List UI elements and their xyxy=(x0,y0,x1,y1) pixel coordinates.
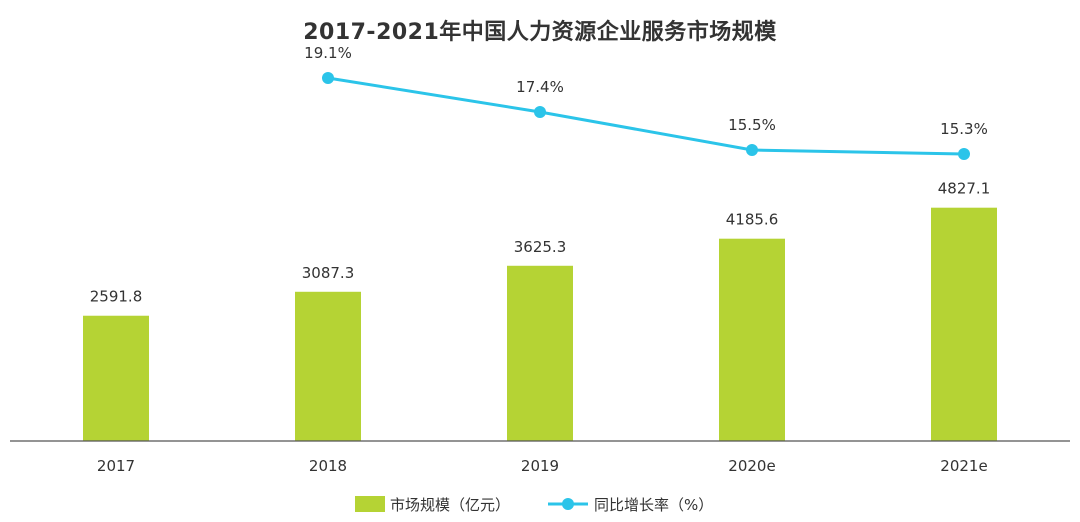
growth-line xyxy=(327,76,965,156)
legend-line-label: 同比增长率（%） xyxy=(594,496,713,514)
growth-line-layer: 19.1% 17.4% 15.5% 15.3% xyxy=(304,44,988,160)
growth-label-2020e: 15.5% xyxy=(728,116,776,134)
bar-2020e xyxy=(719,238,785,441)
x-tick-2018: 2018 xyxy=(309,457,347,475)
x-tick-layer: 2017 2018 2019 2020e 2021e xyxy=(97,457,988,475)
bar-label-2019: 3625.3 xyxy=(514,238,567,256)
growth-point-2019 xyxy=(534,106,546,118)
bars-layer: 2591.8 3087.3 3625.3 4185.6 4827.1 xyxy=(83,180,997,441)
growth-label-2019: 17.4% xyxy=(516,78,564,96)
bar-2019 xyxy=(507,265,573,441)
bar-2018 xyxy=(295,291,361,441)
growth-point-2020e xyxy=(746,144,758,156)
x-tick-2021e: 2021e xyxy=(940,457,987,475)
legend: 市场规模（亿元） 同比增长率（%） xyxy=(355,496,713,514)
legend-bar-label: 市场规模（亿元） xyxy=(390,496,510,514)
legend-line-marker xyxy=(562,498,574,510)
growth-point-2018 xyxy=(322,72,334,84)
bar-label-2020e: 4185.6 xyxy=(726,211,779,229)
chart-title: 2017-2021年中国人力资源企业服务市场规模 xyxy=(303,20,777,45)
x-tick-2019: 2019 xyxy=(521,457,559,475)
bar-label-2021e: 4827.1 xyxy=(938,180,991,198)
bar-label-2018: 3087.3 xyxy=(302,264,355,282)
bar-label-2017: 2591.8 xyxy=(90,288,143,306)
growth-label-2018: 19.1% xyxy=(304,44,352,62)
x-tick-2017: 2017 xyxy=(97,457,135,475)
x-tick-2020e: 2020e xyxy=(728,457,775,475)
growth-point-2021e xyxy=(958,148,970,160)
bar-2021e xyxy=(931,207,997,441)
growth-label-2021e: 15.3% xyxy=(940,120,988,138)
bar-2017 xyxy=(83,315,149,441)
legend-bar-swatch xyxy=(355,496,385,512)
